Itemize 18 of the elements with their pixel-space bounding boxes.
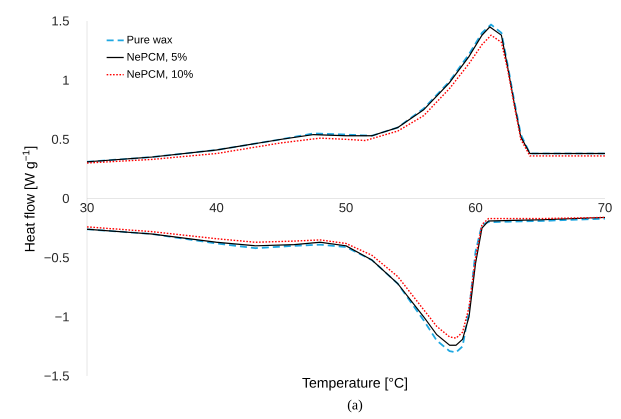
y-tick-label: −1.5 bbox=[44, 371, 69, 381]
y-axis-title: Heat flow [W g$^{−1}$] bbox=[22, 146, 38, 252]
x-tick-label: 60 bbox=[468, 203, 482, 212]
text: (a) bbox=[348, 400, 362, 412]
y-tick-label: 0 bbox=[62, 194, 69, 204]
y-tick-label: −0.5 bbox=[44, 253, 69, 262]
x-tick-label: 70 bbox=[598, 203, 612, 212]
legend-label: NePCM, 5% bbox=[128, 52, 187, 62]
y-tick-label: 1.5 bbox=[52, 16, 69, 26]
legend-label: Pure wax bbox=[128, 36, 172, 44]
y-tick-label: 0.5 bbox=[52, 134, 69, 144]
x-tick-label: 30 bbox=[80, 203, 94, 212]
x-axis-title: Temperature [°C] bbox=[302, 377, 407, 391]
x-tick-label: 50 bbox=[339, 203, 353, 212]
y-tick-label: 1 bbox=[63, 76, 69, 85]
x-tick-label: 40 bbox=[210, 203, 224, 212]
legend-label: NePCM, 10% bbox=[128, 70, 193, 80]
y-tick-label: −1 bbox=[55, 312, 69, 322]
